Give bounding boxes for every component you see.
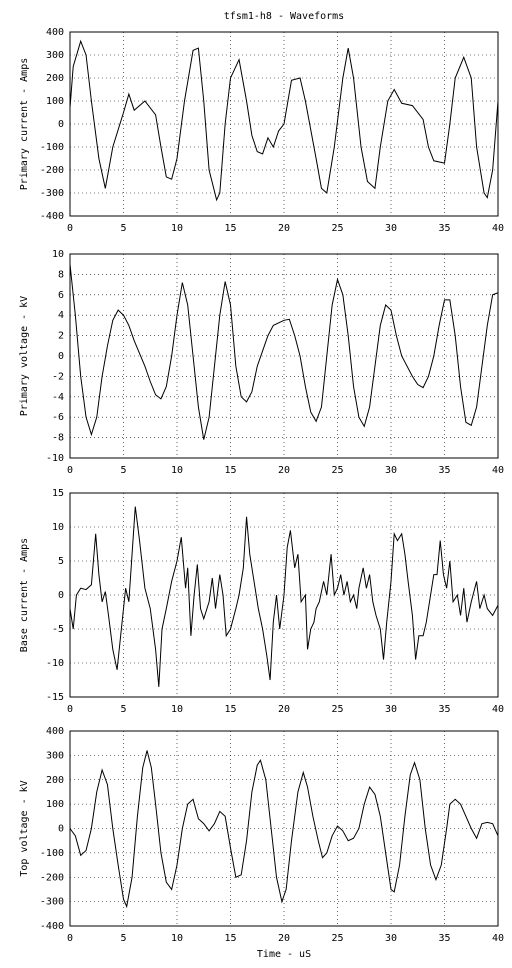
x-tick-label: 0 <box>67 933 73 944</box>
x-tick-label: 5 <box>120 465 126 476</box>
y-tick-label: -200 <box>40 165 64 176</box>
x-tick-label: 5 <box>120 223 126 234</box>
y-tick-label: -100 <box>40 142 64 153</box>
x-tick-label: 30 <box>385 223 397 234</box>
x-tick-label: 15 <box>224 704 236 715</box>
x-tick-label: 40 <box>492 704 504 715</box>
y-tick-label: -8 <box>52 433 64 444</box>
x-tick-label: 35 <box>438 933 450 944</box>
y-tick-label: -2 <box>52 371 64 382</box>
x-tick-label: 0 <box>67 704 73 715</box>
x-tick-label: 20 <box>278 933 290 944</box>
trace <box>69 39 499 202</box>
y-tick-label: -10 <box>46 658 64 669</box>
y-tick-label: -5 <box>52 624 64 635</box>
y-tick-label: 400 <box>46 27 64 38</box>
y-axis-label: Primary voltage - kV <box>19 296 30 416</box>
x-tick-label: 10 <box>171 704 183 715</box>
y-tick-label: 0 <box>58 119 64 130</box>
y-tick-label: 0 <box>58 351 64 362</box>
x-tick-label: 15 <box>224 223 236 234</box>
x-tick-label: 20 <box>278 465 290 476</box>
y-tick-label: 100 <box>46 96 64 107</box>
chart-title: tfsm1-h8 - Waveforms <box>224 11 344 22</box>
y-axis-label: Base current - Amps <box>19 538 30 652</box>
plot-frame <box>69 31 499 217</box>
y-tick-label: 0 <box>58 590 64 601</box>
y-tick-label: 2 <box>58 331 64 342</box>
x-tick-label: 40 <box>492 223 504 234</box>
y-tick-label: 200 <box>46 775 64 786</box>
x-tick-label: 5 <box>120 704 126 715</box>
x-tick-label: 40 <box>492 465 504 476</box>
x-tick-label: 10 <box>171 933 183 944</box>
x-tick-label: 25 <box>331 933 343 944</box>
x-tick-label: 0 <box>67 223 73 234</box>
y-tick-label: 0 <box>58 824 64 835</box>
x-tick-label: 5 <box>120 933 126 944</box>
x-tick-label: 20 <box>278 704 290 715</box>
y-tick-label: 8 <box>58 269 64 280</box>
y-tick-label: -300 <box>40 188 64 199</box>
x-tick-label: 20 <box>278 223 290 234</box>
y-tick-label: -4 <box>52 392 64 403</box>
x-tick-label: 15 <box>224 933 236 944</box>
x-axis-label: Time - uS <box>257 949 311 960</box>
y-axis-label: Top voltage - kV <box>19 780 30 876</box>
x-tick-label: 25 <box>331 465 343 476</box>
x-tick-label: 10 <box>171 465 183 476</box>
y-tick-label: 300 <box>46 750 64 761</box>
x-tick-label: 40 <box>492 933 504 944</box>
y-tick-label: -15 <box>46 692 64 703</box>
x-tick-label: 30 <box>385 465 397 476</box>
plot-frame <box>69 253 499 459</box>
y-tick-label: -300 <box>40 897 64 908</box>
y-tick-label: 300 <box>46 50 64 61</box>
x-tick-label: 35 <box>438 223 450 234</box>
y-tick-label: -6 <box>52 412 64 423</box>
x-tick-label: 30 <box>385 704 397 715</box>
y-tick-label: 5 <box>58 556 64 567</box>
x-tick-label: 15 <box>224 465 236 476</box>
y-tick-label: 10 <box>52 522 64 533</box>
y-tick-label: 6 <box>58 290 64 301</box>
y-tick-label: -10 <box>46 453 64 464</box>
x-tick-label: 25 <box>331 223 343 234</box>
y-axis-label: Primary current - Amps <box>19 58 30 190</box>
plot-frame <box>69 492 499 698</box>
trace <box>69 264 499 440</box>
x-tick-label: 10 <box>171 223 183 234</box>
x-tick-label: 25 <box>331 704 343 715</box>
x-tick-label: 35 <box>438 465 450 476</box>
y-tick-label: 200 <box>46 73 64 84</box>
y-tick-label: 10 <box>52 249 64 260</box>
y-tick-label: 100 <box>46 799 64 810</box>
trace <box>69 750 499 909</box>
y-tick-label: 15 <box>52 488 64 499</box>
trace <box>69 506 499 687</box>
y-tick-label: 4 <box>58 310 64 321</box>
x-tick-label: 35 <box>438 704 450 715</box>
y-tick-label: -200 <box>40 872 64 883</box>
y-tick-label: -400 <box>40 921 64 932</box>
x-tick-label: 30 <box>385 933 397 944</box>
y-tick-label: 400 <box>46 726 64 737</box>
y-tick-label: -100 <box>40 848 64 859</box>
y-tick-label: -400 <box>40 211 64 222</box>
x-tick-label: 0 <box>67 465 73 476</box>
